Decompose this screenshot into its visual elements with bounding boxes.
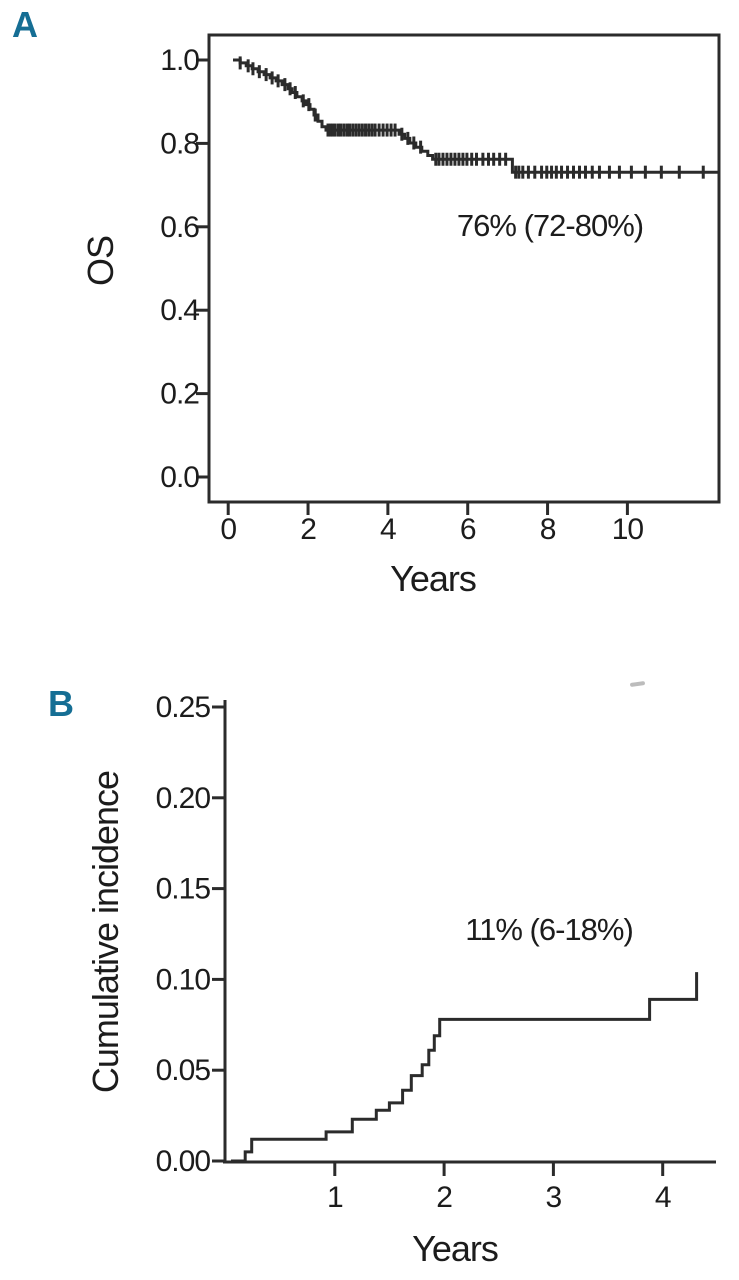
- y-tick-label: 1.0: [160, 44, 199, 77]
- x-tick-label: 1: [327, 1181, 343, 1214]
- x-tick-label: 10: [612, 513, 644, 546]
- y-tick-label: 0.00: [156, 1145, 211, 1178]
- x-tick-label: 2: [436, 1181, 452, 1214]
- y-tick-label: 0.25: [156, 691, 211, 724]
- y-tick-label: 0.4: [160, 294, 199, 327]
- x-tick-label: 0: [220, 513, 236, 546]
- y-tick-label: 0.20: [156, 782, 211, 815]
- panel-b-ylabel: Cumulative incidence: [85, 770, 126, 1094]
- x-tick-label: 4: [380, 513, 396, 546]
- x-tick-label: 3: [546, 1181, 562, 1214]
- panel-a-frame: [207, 33, 721, 504]
- y-tick-label: 0.15: [156, 873, 211, 906]
- x-tick-label: 6: [460, 513, 476, 546]
- x-tick-label: 8: [540, 513, 556, 546]
- y-tick-label: 0.10: [156, 963, 211, 996]
- y-tick-label: 0.8: [160, 127, 199, 160]
- panel-b-plot: 1 2 3 4 0.00 0.05 0.10 0.15 0.20 0.25: [156, 691, 716, 1214]
- panel-a-annotation: 76% (72-80%): [456, 208, 644, 243]
- y-tick-label: 0.0: [160, 461, 199, 494]
- x-tick-label: 4: [655, 1181, 671, 1214]
- panel-a-xlabel: Years: [390, 558, 477, 599]
- panel-a-letter: A: [12, 4, 38, 45]
- panel-a-censor-marks: [238, 56, 705, 179]
- y-tick-label: 0.2: [160, 378, 199, 411]
- x-tick-label: 2: [300, 513, 316, 546]
- y-tick-label: 0.6: [160, 211, 199, 244]
- panel-b-annotation: 11% (6-18%): [465, 912, 634, 947]
- panel-b-letter: B: [48, 683, 74, 724]
- panel-b-xlabel: Years: [412, 1228, 499, 1269]
- y-tick-label: 0.05: [156, 1054, 211, 1087]
- panel-b-curve: [231, 972, 699, 1163]
- panel-b-axes: [223, 700, 716, 1164]
- panel-a-ylabel: OS: [80, 235, 121, 287]
- panel-a-plot: 0 2 4 6 8 10 0.0 0.2 0.4 0.6 0.8 1.0: [160, 33, 721, 546]
